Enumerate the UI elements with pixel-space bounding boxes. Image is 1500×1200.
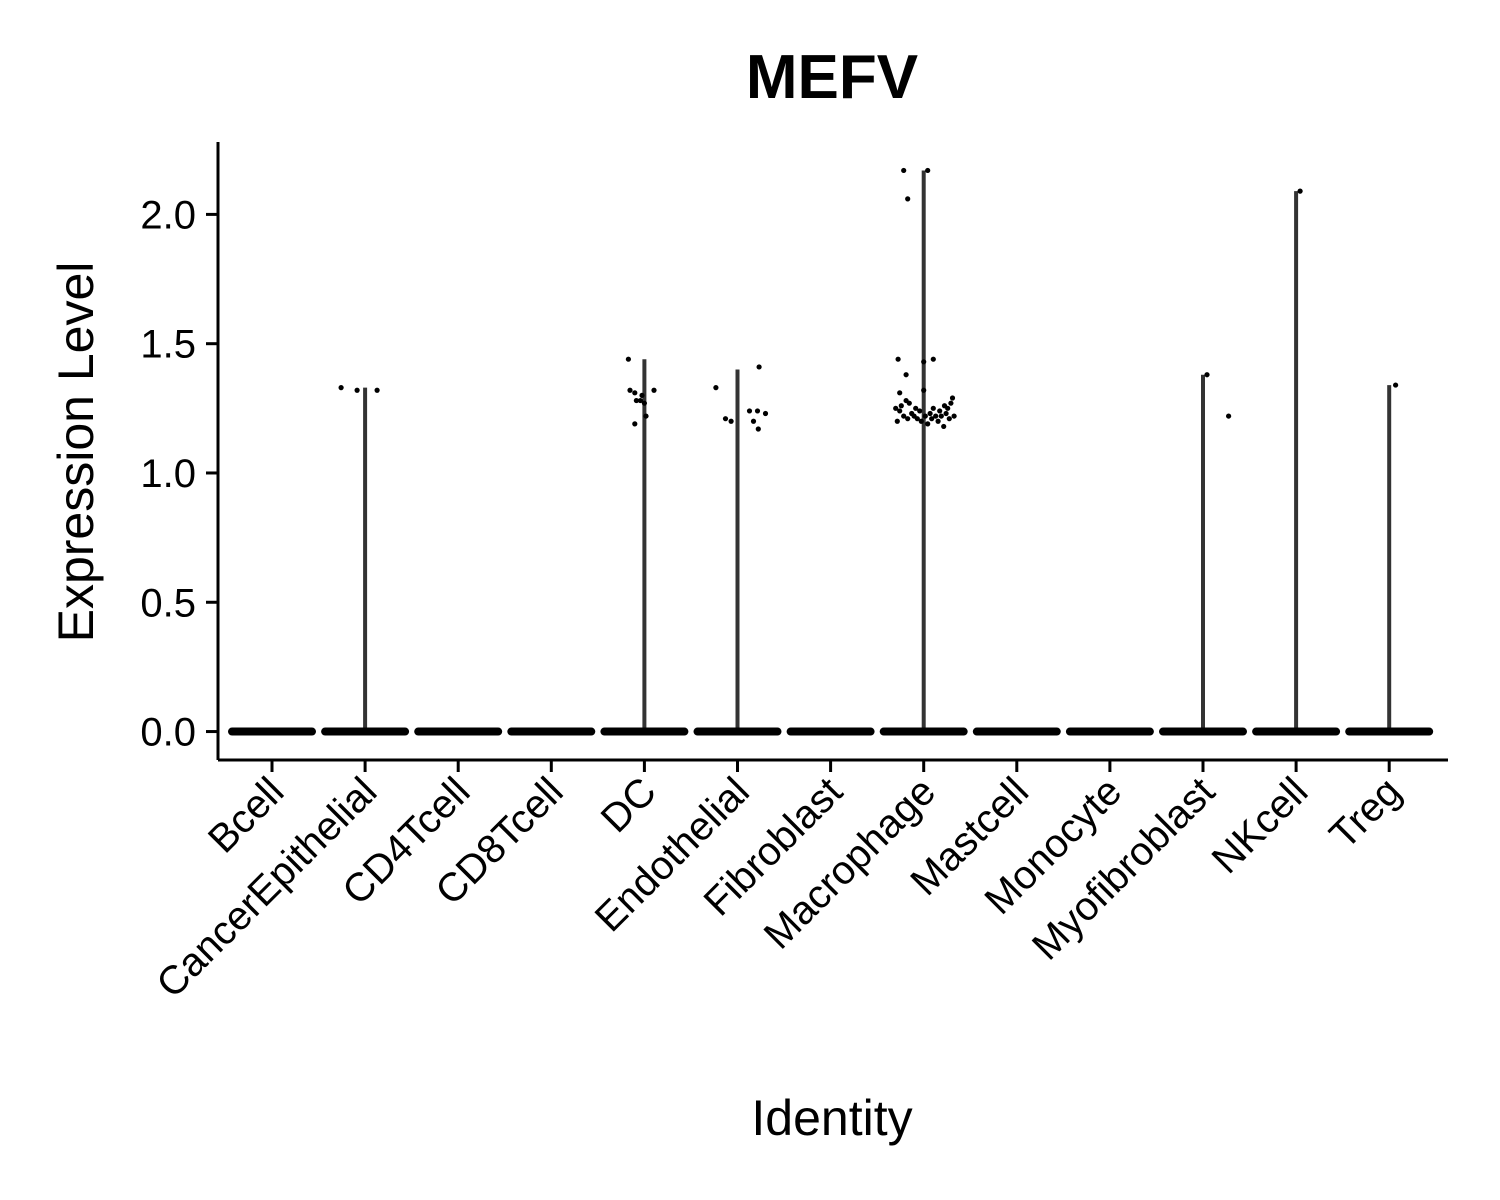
violin-macrophage [879,167,968,736]
data-point [929,416,935,422]
data-point [946,416,952,422]
data-point [713,385,719,391]
data-point [894,418,900,424]
violin-treg [1345,382,1434,736]
data-point [927,410,933,417]
data-point [1226,413,1232,419]
y-tick-label: 2.0 [140,193,196,237]
violin-endothelial [693,364,782,736]
data-point [935,418,941,424]
data-point [374,387,380,393]
data-point [905,196,911,202]
data-point [722,416,729,422]
data-point [921,387,927,393]
data-point [951,413,957,419]
violin-myofibroblast [1159,372,1247,736]
data-point [925,421,931,427]
data-point [948,400,954,406]
data-point [917,408,923,414]
y-axis-title: Expression Level [48,262,104,643]
data-point [632,390,638,396]
violin-dc [600,356,689,736]
y-tick-label: 1.0 [140,452,196,496]
data-point [895,356,901,362]
data-point [898,403,904,409]
data-point [641,400,648,406]
data-point [897,408,903,414]
data-point [906,400,912,406]
data-point [893,405,899,411]
data-point [762,410,769,417]
data-point [728,418,734,424]
y-tick-label: 0.0 [140,711,196,755]
data-point [930,356,936,362]
data-point [755,426,761,432]
x-axis-title: Identity [751,1090,912,1146]
data-point [949,395,956,401]
data-point [1204,372,1210,378]
y-tick-label: 1.5 [140,323,196,367]
data-point [925,167,931,174]
data-point [922,413,928,419]
data-point [756,364,762,370]
x-tick-label: NKcell [1204,769,1317,882]
data-point [897,390,903,396]
data-point [930,405,936,411]
data-point [938,413,944,419]
data-point [913,405,919,411]
data-point [933,413,939,419]
x-tick-label: DC [593,769,665,841]
data-point [627,387,633,393]
data-point [914,416,920,422]
data-point [754,408,761,414]
data-point [905,416,911,422]
data-point [338,385,344,391]
data-point [746,408,753,414]
x-tick-label: Treg [1321,769,1409,857]
data-point [943,410,949,417]
violin-nkcell [1252,188,1341,736]
data-point [937,408,943,414]
data-point [639,392,645,399]
y-tick-label: 0.5 [140,581,196,625]
data-point [945,405,951,411]
data-point [901,167,907,174]
data-point [632,421,638,427]
data-point [625,356,632,362]
data-point [651,387,657,393]
data-point [750,418,757,424]
data-point [354,387,360,393]
plot-area [228,167,1434,736]
y-axis: 0.0 0.5 1.0 1.5 2.0 [140,142,220,760]
data-point [637,397,644,404]
violin-cancerepithelial [321,385,410,736]
data-point [903,372,909,378]
data-point [918,418,924,424]
chart-title: MEFV [746,43,918,112]
data-point [921,359,927,365]
data-point [1297,188,1303,194]
data-point [633,397,640,404]
data-point [643,413,649,419]
data-point [1393,382,1399,388]
data-point [901,413,907,419]
data-point [941,423,947,430]
